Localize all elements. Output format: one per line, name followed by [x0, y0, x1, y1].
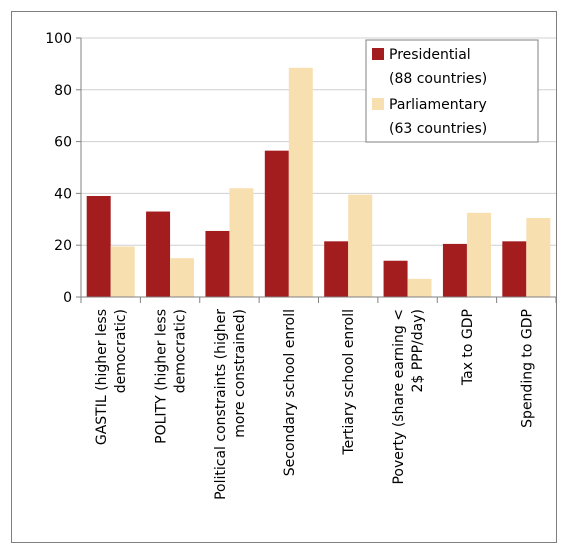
bar-presidential-4	[324, 241, 349, 297]
axes	[76, 37, 557, 303]
x-category-label-line: more constrained)	[232, 309, 248, 438]
bar-parliamentary-3	[288, 67, 313, 297]
bars	[86, 67, 551, 297]
x-category-label-line: Spending to GDP	[519, 309, 535, 428]
x-category-label: Secondary school enroll	[282, 309, 298, 476]
legend-swatch	[372, 48, 384, 60]
bar-parliamentary-5	[407, 278, 432, 297]
legend-label: Parliamentary	[389, 97, 487, 113]
x-category-label: GASTIL (higher less democratic)	[94, 309, 129, 445]
legend-label: Presidential	[389, 47, 471, 63]
x-category-labels: GASTIL (higher less democratic) POLITY (hi…	[94, 309, 535, 500]
bar-presidential-7	[502, 241, 527, 297]
x-category-label-line: 2$ PPP/day)	[410, 309, 426, 393]
legend: Presidential (88 countries) Parliamentary (…	[365, 39, 539, 143]
legend-label: (63 countries)	[389, 121, 487, 137]
x-category-label: Poverty (share earning <2$ PPP/day)	[391, 309, 426, 485]
x-category-label: Spending to GDP	[519, 309, 535, 428]
bar-parliamentary-1	[170, 258, 195, 297]
y-tick-label: 60	[54, 135, 72, 151]
bar-presidential-5	[383, 260, 408, 297]
y-tick-labels: 0 20 40 60 80 100	[45, 31, 72, 306]
x-category-label: POLITY (higher less democratic)	[154, 309, 189, 444]
x-category-label-line: POLITY (higher less	[154, 309, 170, 444]
y-tick-label: 100	[45, 31, 72, 47]
x-category-label-line: Tax to GDP	[460, 309, 476, 386]
x-category-label-line: GASTIL (higher less	[94, 309, 110, 445]
bar-parliamentary-6	[466, 212, 491, 297]
x-category-label-line: Tertiary school enroll	[341, 309, 357, 456]
bar-parliamentary-0	[110, 246, 135, 297]
y-tick-label: 20	[54, 238, 72, 254]
x-category-label: Tax to GDP	[460, 309, 476, 386]
bar-presidential-2	[205, 230, 230, 297]
y-tick-label: 80	[54, 83, 72, 99]
legend-label: (88 countries)	[389, 71, 487, 87]
x-category-label: Tertiary school enroll	[341, 309, 357, 456]
legend-swatch	[372, 98, 384, 110]
bar-presidential-1	[146, 211, 171, 297]
legend-box	[365, 39, 539, 143]
bar-parliamentary-7	[526, 218, 551, 297]
bar-parliamentary-4	[348, 194, 373, 297]
bar-parliamentary-2	[229, 188, 254, 297]
bar-presidential-6	[442, 243, 467, 297]
bar-presidential-3	[264, 150, 289, 297]
x-category-label-line: Poverty (share earning <	[391, 309, 407, 485]
x-category-label-line: democratic)	[173, 309, 189, 393]
x-category-label-line: democratic)	[113, 309, 129, 393]
y-tick-label: 0	[63, 290, 72, 306]
x-category-label-line: Political constraints (higher	[213, 309, 229, 500]
y-tick-label: 40	[54, 186, 72, 202]
x-category-label: Political constraints (higher more constr…	[213, 309, 248, 500]
x-category-label-line: Secondary school enroll	[282, 309, 298, 476]
bar-presidential-0	[86, 195, 111, 297]
